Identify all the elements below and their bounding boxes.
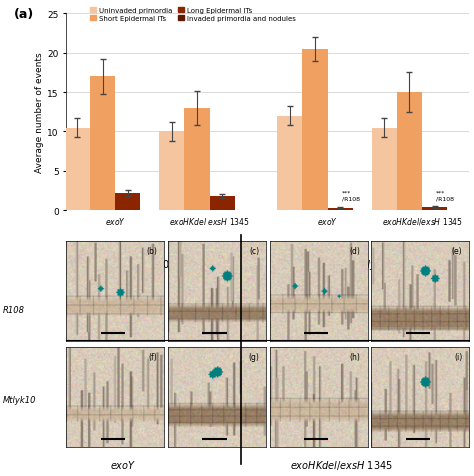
Bar [159,132,184,211]
Text: (a): (a) [14,9,34,21]
Legend: Uninvaded primordia, Short Epidermal ITs, Long Epidermal ITs, Invaded primordia : Uninvaded primordia, Short Epidermal ITs… [90,8,296,21]
Text: R108: R108 [150,259,175,269]
Text: $\mathit{exoY}$: $\mathit{exoY}$ [110,458,137,470]
Bar [328,208,353,211]
Text: (c): (c) [249,246,259,255]
Bar [210,197,235,211]
Text: (e): (e) [452,246,463,255]
Text: R108: R108 [2,305,24,314]
Text: $\mathit{exoHKdel/exsH}$ 1345: $\mathit{exoHKdel/exsH}$ 1345 [290,458,393,471]
Bar [397,93,422,211]
Bar [65,129,90,211]
Bar [90,77,115,211]
Bar [302,50,328,211]
Bar [422,207,447,211]
Text: ***
/R108: *** /R108 [436,190,454,201]
Text: (b): (b) [146,246,157,255]
Bar [277,117,302,211]
Text: (f): (f) [148,352,157,361]
Bar [184,109,210,211]
Bar [115,194,140,211]
Text: (d): (d) [350,246,361,255]
Bar [372,129,397,211]
Text: (i): (i) [454,352,463,361]
Text: (h): (h) [350,352,361,361]
Text: (g): (g) [248,352,259,361]
Text: ***
/R108: *** /R108 [342,190,360,201]
Text: Mtlyk10: Mtlyk10 [356,259,394,269]
Text: Mtlyk10: Mtlyk10 [2,396,36,404]
Y-axis label: Average number of events: Average number of events [36,52,45,173]
